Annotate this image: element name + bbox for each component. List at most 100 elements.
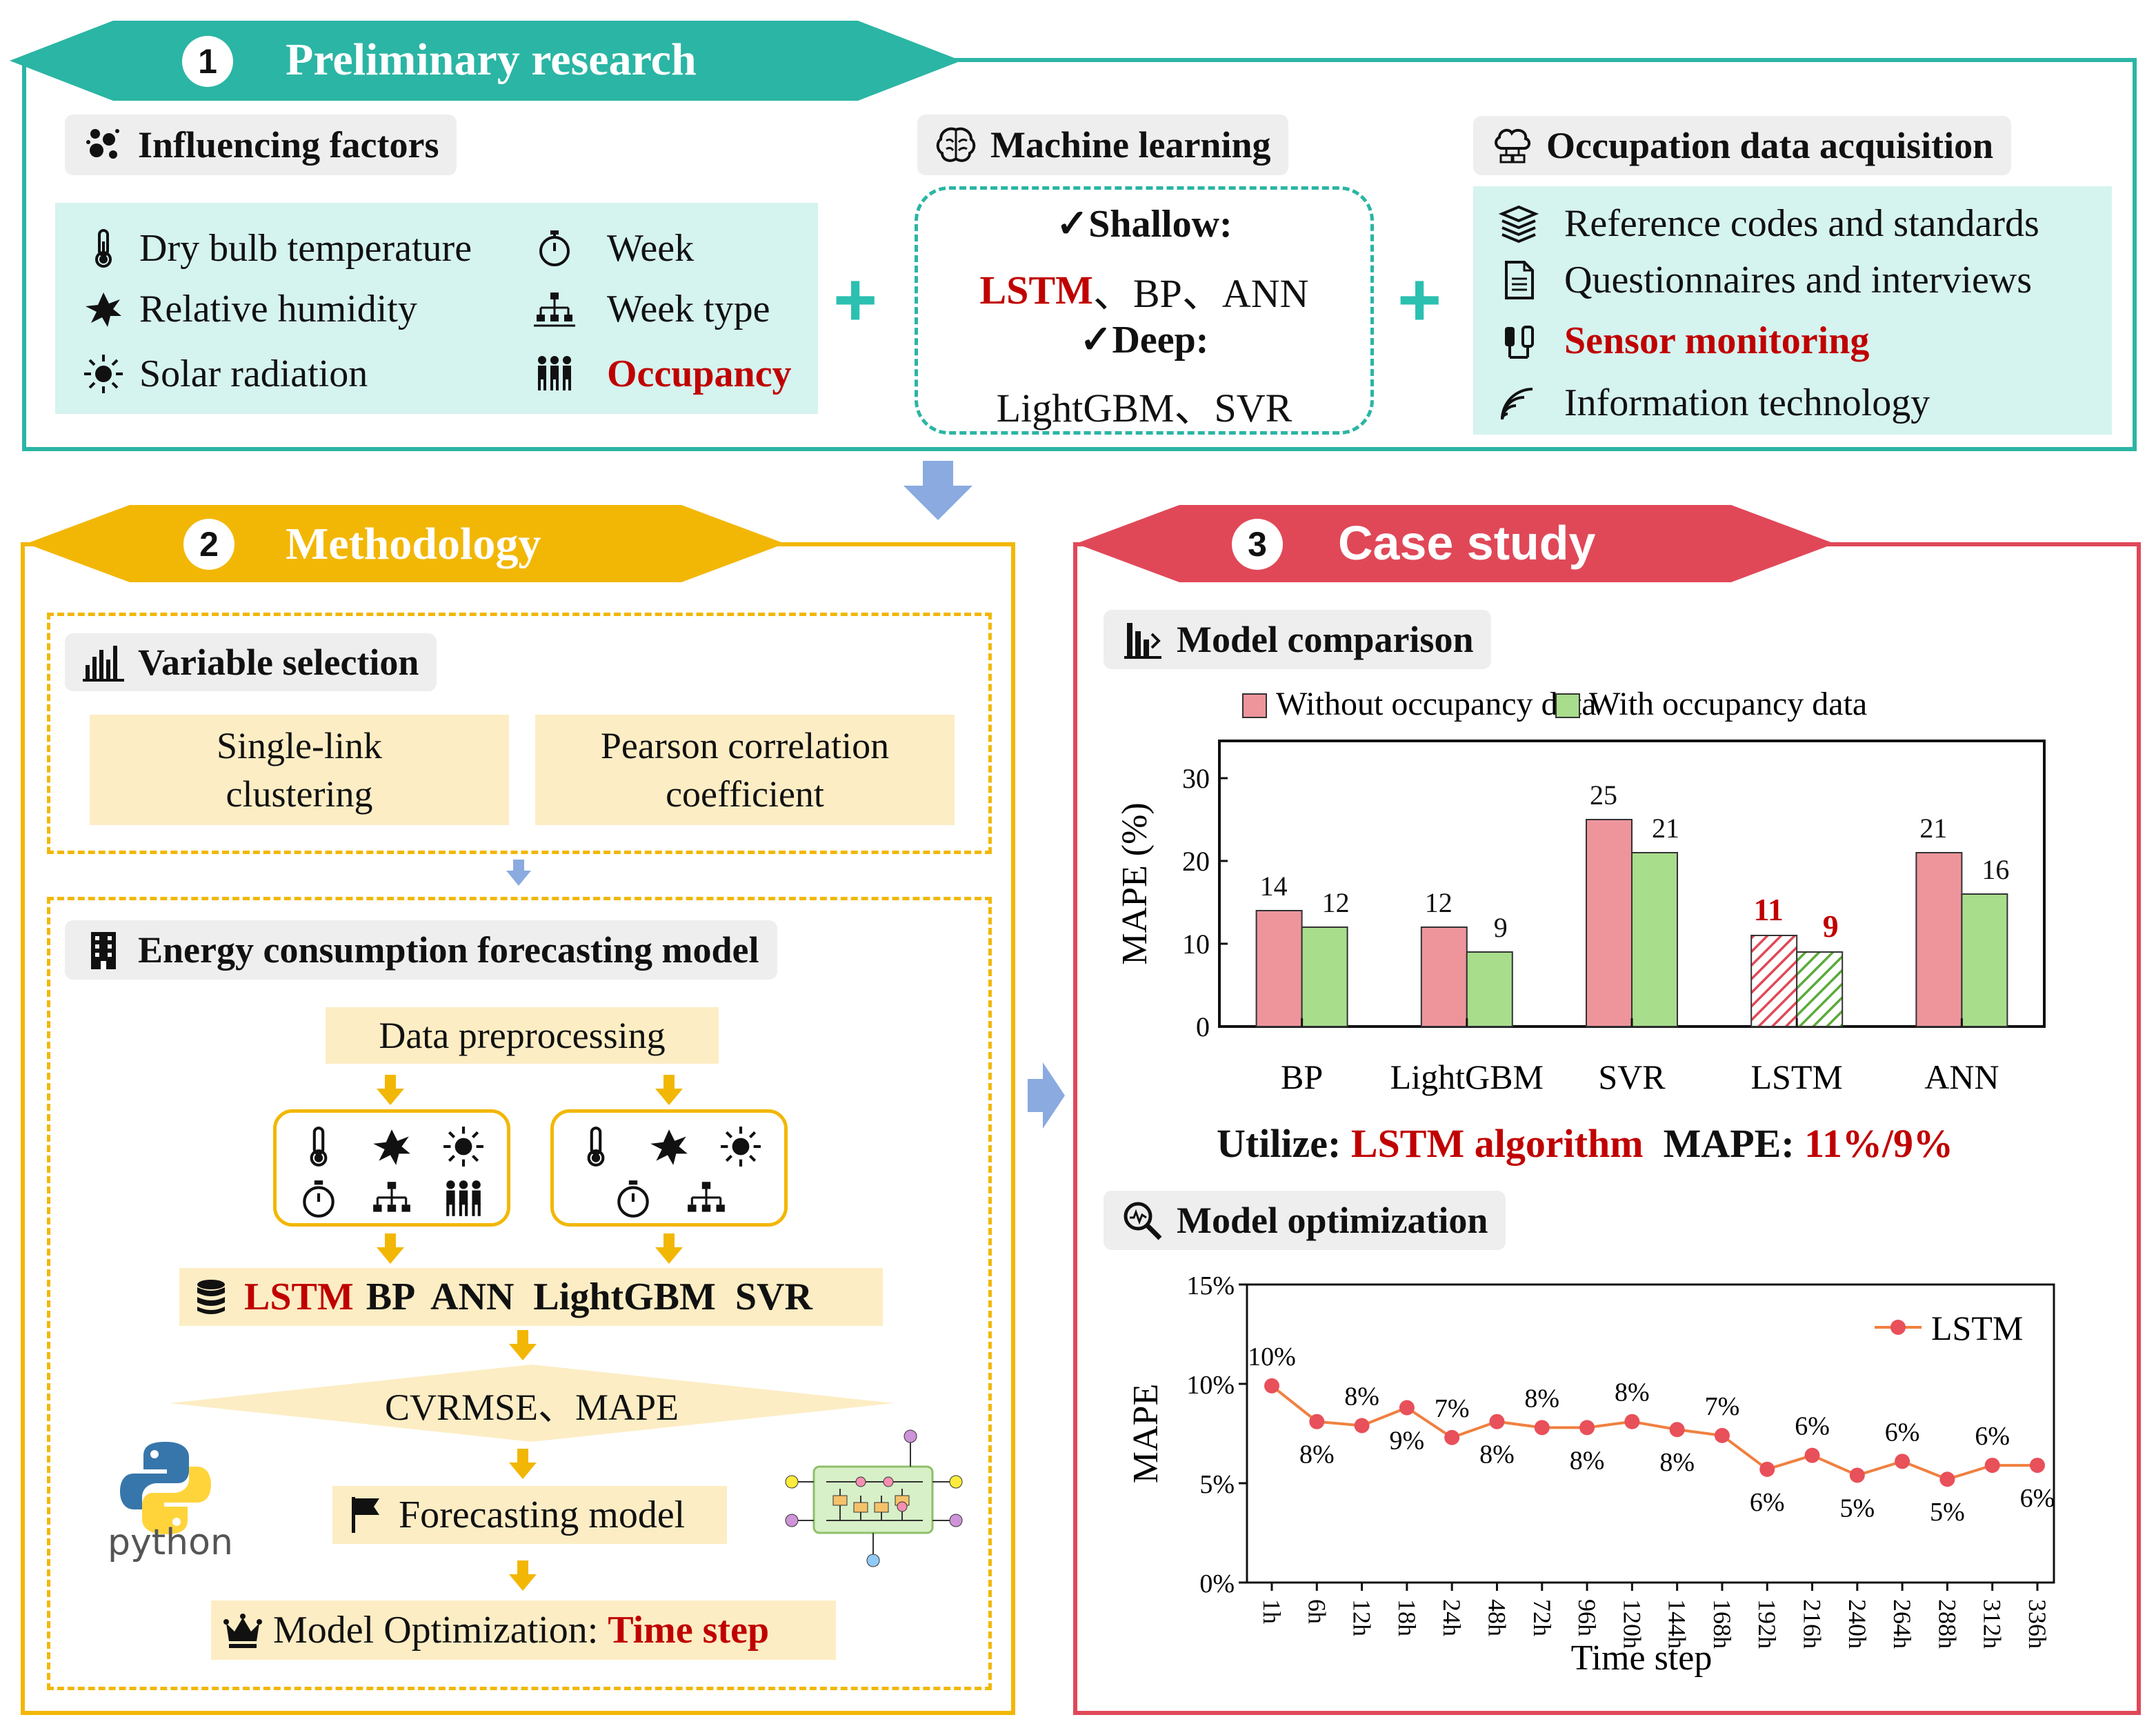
yellow-arrow-icon [509, 1449, 537, 1479]
shallow-models: LSTM 、BP、ANN [979, 267, 1309, 317]
single-link-clustering-box: Single-link clustering [90, 715, 509, 825]
deep-models: LightGBM、SVR [996, 386, 1292, 430]
forecasting-model-box: Forecasting model [332, 1486, 727, 1544]
line-x-axis-label: Time step [1571, 1638, 1713, 1678]
bar-value-label: 12 [1322, 887, 1350, 918]
bar-category-label: LSTM [1751, 1058, 1843, 1096]
legend-label: LSTM [1931, 1309, 2023, 1347]
section-1-number: 1 [182, 36, 233, 87]
preliminary-research-frame [22, 58, 2137, 451]
line-x-tick-label: 240h [1844, 1599, 1871, 1649]
thermometer-icon [83, 228, 124, 269]
bar-category-label: BP [1281, 1058, 1323, 1096]
bar-value-label: 21 [1919, 813, 1947, 844]
deep-label: ✓Deep: [1079, 318, 1209, 361]
stopwatch-icon [534, 228, 575, 269]
section-3-title: Case study [1338, 516, 1596, 570]
factor-dry-bulb: Dry bulb temperature [83, 226, 472, 270]
yellow-arrow-icon [509, 1560, 537, 1591]
line-x-tick-label: 336h [2024, 1599, 2051, 1649]
lstm-point [1849, 1467, 1865, 1483]
lstm-point [1624, 1414, 1640, 1429]
signal-icon [1498, 382, 1539, 424]
magnifier-icon [1121, 1200, 1163, 1241]
lstm-point [1399, 1400, 1415, 1416]
bar-bp-without [1255, 910, 1303, 1027]
lstm-point-label: 5% [1839, 1494, 1875, 1523]
influencing-factors-label: Influencing factors [138, 124, 439, 166]
yellow-arrow-icon [377, 1233, 404, 1264]
bar-svr-without [1586, 819, 1633, 1027]
bar-chart-icon [83, 642, 124, 683]
line-x-tick-label: 12h [1348, 1599, 1376, 1636]
humidity-icon [650, 1129, 688, 1165]
legend-marker [1890, 1320, 1906, 1335]
feature-set-without-occupancy [550, 1109, 788, 1227]
lstm-cell-diagram-icon [785, 1429, 963, 1567]
cloud-network-icon [1491, 125, 1533, 166]
humidity-icon [373, 1129, 410, 1165]
line-x-tick-label: 18h [1393, 1599, 1421, 1636]
lstm-point [1759, 1461, 1775, 1477]
occupation-data-heading: Occupation data acquisition [1473, 116, 2012, 175]
metrics-label: CVRMSE、MAPE [384, 1386, 679, 1428]
machine-learning-heading: Machine learning [917, 115, 1289, 175]
lstm-point [1804, 1447, 1820, 1463]
lstm-point [2030, 1458, 2045, 1474]
document-icon [1498, 259, 1539, 301]
books-icon [1498, 203, 1539, 244]
lstm-point [1669, 1422, 1685, 1438]
python-logo-icon [120, 1442, 211, 1534]
bar-category-label: ANN [1924, 1058, 1999, 1096]
particles-icon [83, 124, 124, 166]
lstm-point [1714, 1427, 1730, 1443]
section-2-number: 2 [183, 519, 234, 570]
bar-category-label: LightGBM [1390, 1058, 1544, 1096]
bar-ann-with [1961, 893, 2008, 1027]
lstm-point-label: 8% [1479, 1440, 1515, 1469]
python-label: python [108, 1522, 233, 1563]
factor-week: Week [534, 226, 694, 270]
occupation-data-box [1473, 186, 2112, 435]
flag-icon [345, 1494, 386, 1536]
lstm-point [1309, 1414, 1325, 1429]
line-x-tick-label: 216h [1799, 1599, 1826, 1649]
bar-value-label: 9 [1494, 912, 1508, 943]
bar-value-label: 11 [1753, 892, 1783, 927]
line-x-tick-label: 192h [1753, 1599, 1781, 1649]
thermometer-icon [310, 1127, 328, 1167]
hierarchy-icon [534, 288, 575, 330]
lstm-point-label: 8% [1570, 1446, 1605, 1475]
lstm-point-label: 6% [1795, 1412, 1830, 1441]
hierarchy-icon [688, 1182, 725, 1212]
crown-icon [222, 1609, 263, 1651]
pearson-correlation-box: Pearson correlation coefficient [535, 715, 955, 825]
sun-icon [83, 353, 124, 395]
factor-solar: Solar radiation [83, 352, 368, 396]
line-x-tick-label: 6h [1303, 1599, 1330, 1624]
machine-learning-label: Machine learning [990, 124, 1271, 166]
line-plot-area [1246, 1283, 2055, 1584]
line-x-tick-label: 1h [1258, 1599, 1286, 1624]
legend-swatch [1555, 693, 1580, 718]
line-y-tick-label: 10% [1186, 1371, 1235, 1400]
section-2-title: Methodology [286, 519, 541, 569]
legend-swatch [1242, 693, 1267, 718]
line-x-tick-label: 120h [1618, 1599, 1646, 1649]
people-icon [446, 1180, 481, 1216]
metrics-diamond [170, 1365, 894, 1442]
bar-bp-with [1301, 926, 1348, 1027]
lstm-point-label: 6% [1975, 1422, 2010, 1451]
lstm-point [1579, 1420, 1595, 1436]
bar-value-label: 14 [1260, 871, 1288, 902]
lstm-point [1354, 1418, 1370, 1434]
models-list-box: LSTM BP ANN LightGBM SVR [179, 1268, 883, 1326]
energy-model-label: Energy consumption forecasting model [138, 929, 759, 971]
line-x-tick-label: 144h [1664, 1599, 1691, 1649]
lstm-point-label: 6% [1750, 1488, 1785, 1517]
utilize-line: Utilize: LSTM algorithm MAPE: 11%/9% [1217, 1121, 1954, 1166]
lstm-point-label: 6% [2020, 1484, 2055, 1513]
lstm-point [1264, 1378, 1279, 1394]
line-x-tick-label: 168h [1708, 1599, 1736, 1649]
stopwatch-icon [617, 1180, 649, 1218]
